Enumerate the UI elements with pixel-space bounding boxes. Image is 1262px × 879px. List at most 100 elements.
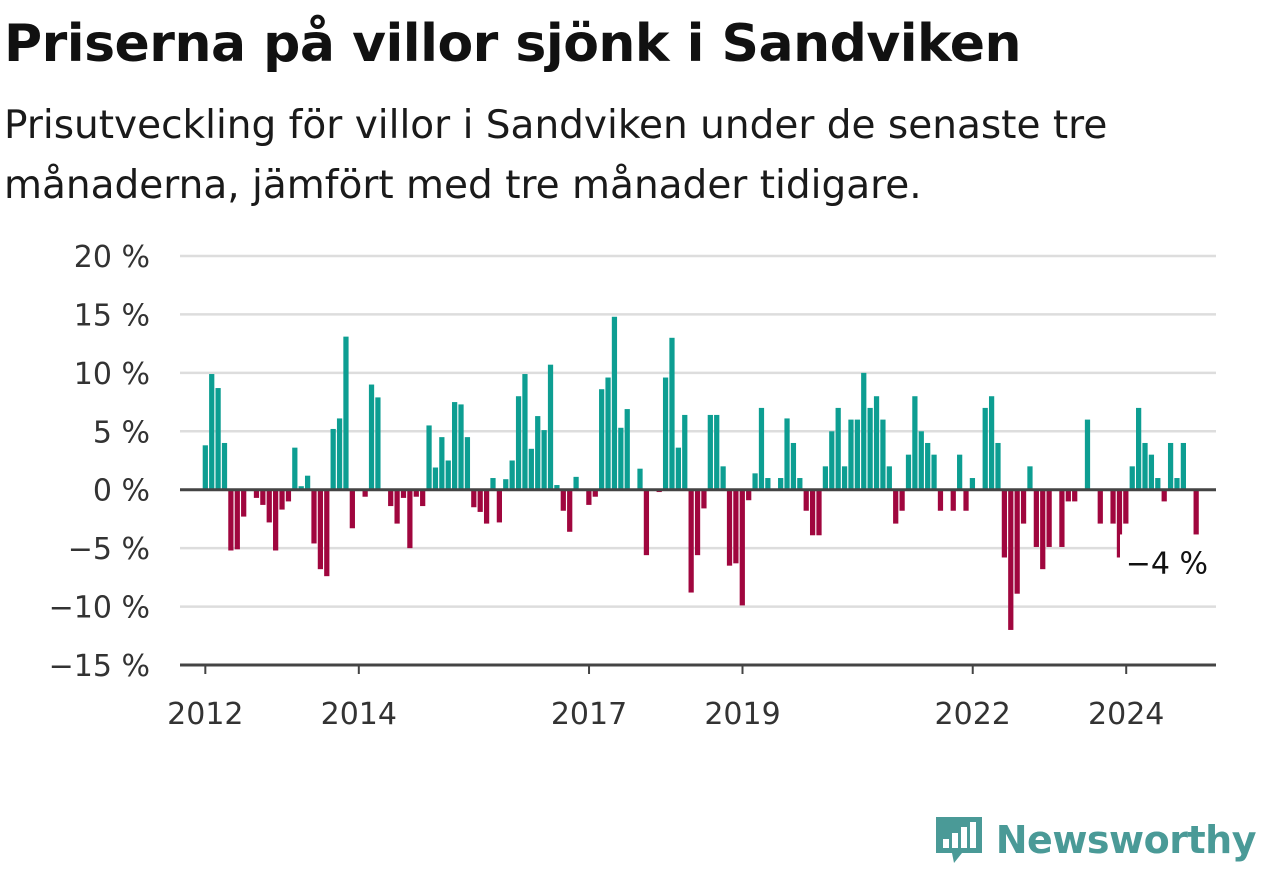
bar xyxy=(407,489,413,549)
bar xyxy=(285,489,292,502)
bar xyxy=(963,489,969,511)
bar xyxy=(931,454,937,490)
bar xyxy=(1136,407,1142,490)
bar xyxy=(228,489,234,551)
bar xyxy=(311,489,317,544)
bar xyxy=(624,409,630,490)
x-tick-label: 2017 xyxy=(551,697,627,732)
bar xyxy=(937,489,944,511)
bar xyxy=(292,447,298,490)
bar xyxy=(1123,489,1129,524)
bar xyxy=(918,431,924,490)
bar xyxy=(413,489,419,497)
bar xyxy=(1046,489,1052,547)
last-value-label: −4 % xyxy=(1126,546,1208,581)
bar xyxy=(739,489,745,606)
newsworthy-chart-bubble-icon xyxy=(935,817,982,863)
bar xyxy=(637,468,643,490)
bar xyxy=(816,489,822,536)
x-tick-label: 2014 xyxy=(321,697,397,732)
bar xyxy=(969,478,976,490)
bar xyxy=(388,489,394,507)
bar xyxy=(1059,489,1065,547)
bar xyxy=(349,489,355,529)
annotation-background xyxy=(1120,534,1216,581)
bars xyxy=(202,316,1199,630)
x-axis-tick-labels: 2012 2014 2017 2019 2022 2024 xyxy=(167,697,1164,732)
x-tick-label: 2012 xyxy=(167,697,243,732)
bar xyxy=(899,489,905,511)
logo-text: Newsworthy xyxy=(995,818,1257,862)
bar xyxy=(432,467,439,490)
bar xyxy=(886,466,892,490)
bar xyxy=(1072,489,1078,502)
bar xyxy=(1174,478,1180,490)
bar xyxy=(861,372,867,490)
bar xyxy=(688,489,694,593)
bar xyxy=(605,377,611,490)
x-tick-label: 2024 xyxy=(1088,697,1164,732)
bar xyxy=(586,489,592,505)
bar xyxy=(682,414,688,490)
bar xyxy=(317,489,324,570)
bar xyxy=(336,418,343,490)
bar xyxy=(1020,489,1027,524)
bar xyxy=(662,377,669,490)
bar xyxy=(439,437,445,490)
bar xyxy=(1040,489,1046,570)
annotations: −4 % xyxy=(1120,534,1216,581)
bar xyxy=(1148,454,1155,490)
bar xyxy=(209,374,215,490)
bar xyxy=(982,407,988,490)
bar xyxy=(822,466,829,490)
bar xyxy=(541,430,547,490)
bar xyxy=(1110,489,1116,524)
bar xyxy=(458,404,464,490)
bar xyxy=(304,475,311,490)
bar xyxy=(1180,442,1186,490)
bar xyxy=(1033,489,1039,547)
y-tick-label: −10 % xyxy=(49,591,150,626)
bar xyxy=(752,473,758,490)
bar xyxy=(324,489,330,577)
bar xyxy=(567,489,573,532)
bar xyxy=(400,489,407,498)
bar xyxy=(618,427,624,490)
bar xyxy=(1001,489,1008,558)
bar xyxy=(733,489,739,564)
y-tick-label: 20 % xyxy=(74,240,150,275)
bar xyxy=(522,374,528,490)
bar xyxy=(1014,489,1020,594)
bar xyxy=(867,407,873,490)
bar xyxy=(343,336,349,490)
bar xyxy=(643,489,650,556)
bar xyxy=(784,418,790,490)
bar xyxy=(509,460,515,490)
bar xyxy=(1129,466,1135,490)
bar xyxy=(720,466,726,490)
bar xyxy=(809,489,816,536)
bar xyxy=(778,478,784,490)
bar xyxy=(221,442,228,490)
bar xyxy=(854,419,860,490)
bar xyxy=(515,396,522,490)
bar xyxy=(362,489,368,497)
bar xyxy=(483,489,490,524)
y-axis-tick-labels: 20 % 15 % 10 % 5 % 0 % −5 % −10 % −15 % xyxy=(49,240,150,684)
bar xyxy=(1155,478,1161,490)
bar xyxy=(298,486,304,490)
bar xyxy=(873,396,880,490)
bar xyxy=(848,419,854,490)
bar xyxy=(599,389,605,490)
bar xyxy=(1193,489,1199,537)
chart-subtitle: Prisutveckling för villor i Sandviken un… xyxy=(4,103,1108,208)
bar xyxy=(829,431,835,490)
bar xyxy=(554,485,560,490)
bar xyxy=(797,478,803,490)
y-tick-label: 5 % xyxy=(93,415,150,450)
y-tick-label: 10 % xyxy=(74,357,150,392)
chart-title: Priserna på villor sjönk i Sandviken xyxy=(4,14,1022,74)
y-tick-label: 0 % xyxy=(93,474,150,509)
bar xyxy=(1097,489,1103,524)
